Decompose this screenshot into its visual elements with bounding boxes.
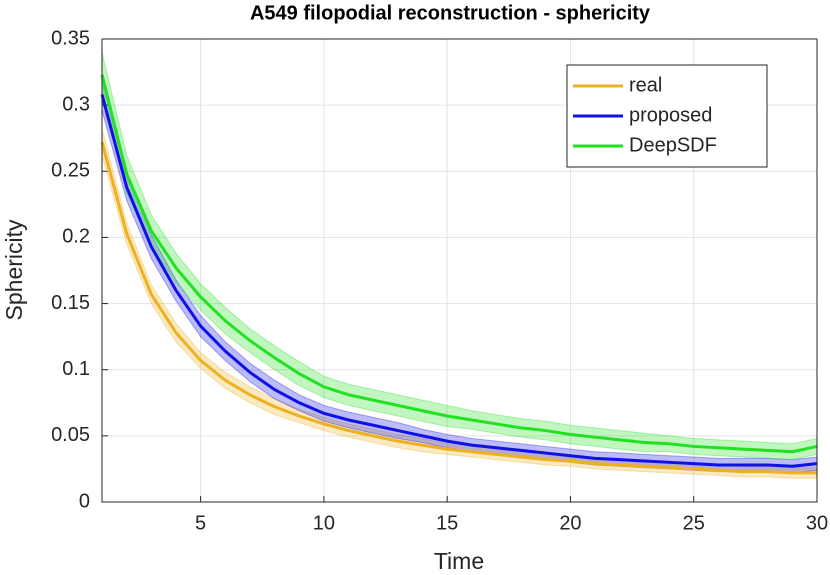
x-tick-label: 15 [436,512,458,534]
axes-box [101,38,818,503]
x-tick-label: 5 [195,512,206,534]
legend-label: real [629,74,662,96]
x-axis-label: Time [434,548,484,574]
legend: real proposed DeepSDF [566,64,768,168]
y-tick-label: 0.15 [51,292,90,314]
y-tick-label: 0.25 [51,160,90,182]
y-tick-label: 0.1 [62,358,90,380]
x-tick-label: 20 [559,512,581,534]
x-tick-label: 10 [313,512,335,534]
series-line [100,141,817,475]
x-tick-label: 25 [683,512,705,534]
chart-title: A549 filopodial reconstruction - spheric… [250,2,651,24]
x-tick-label: 30 [806,512,828,534]
series-line [100,74,818,454]
y-tick-label: 0.2 [62,226,90,248]
y-tick-label: 0 [79,490,90,512]
y-tick-label: 0.05 [51,424,90,446]
y-tick-label: 0.3 [62,93,90,115]
legend-label: DeepSDF [629,134,717,156]
legend-label: proposed [629,104,712,126]
y-axis-label: Sphericity [1,219,27,320]
y-tick-label: 0.35 [51,27,90,49]
series-line [100,94,818,468]
